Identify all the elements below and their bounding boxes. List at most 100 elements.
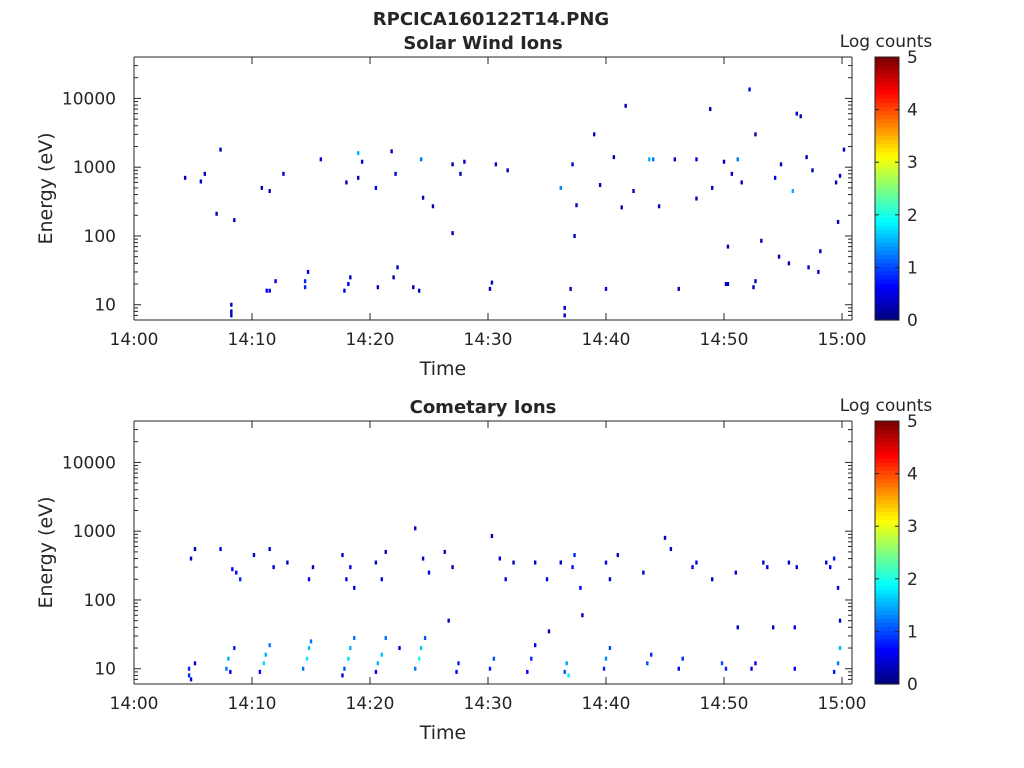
data-cell: [494, 162, 498, 167]
data-cell: [652, 157, 655, 162]
colorbar-cell: [875, 544, 899, 549]
data-cell: [569, 286, 572, 291]
data-cell: [534, 643, 537, 648]
data-cell: [227, 656, 230, 661]
colorbar-cell: [875, 213, 899, 218]
data-cell: [604, 286, 608, 291]
colorbar-cell: [875, 307, 899, 313]
data-cell: [235, 570, 238, 575]
data-cell: [225, 666, 228, 671]
data-cell: [187, 666, 191, 671]
data-cell: [498, 556, 501, 561]
data-cell: [730, 171, 734, 176]
data-cell: [565, 661, 568, 666]
colorbar-cell: [875, 470, 899, 476]
colorbar-cell: [875, 102, 899, 107]
colorbar-cell: [875, 457, 899, 463]
data-cell: [720, 661, 724, 666]
data-cell: [779, 162, 783, 167]
data-cell: [573, 553, 576, 558]
colorbar-cell: [875, 523, 899, 529]
colorbar-cell: [875, 57, 899, 62]
colorbar-cell: [875, 291, 899, 296]
data-cell: [260, 185, 264, 190]
data-cell: [199, 179, 203, 184]
data-cell: [390, 149, 393, 154]
data-cell: [307, 577, 311, 582]
data-cell: [268, 547, 271, 552]
data-cell: [233, 646, 236, 651]
panel-title: Solar Wind Ions: [403, 33, 562, 54]
data-cell: [657, 204, 661, 209]
data-cell: [376, 661, 380, 666]
data-cell: [504, 577, 507, 582]
data-cell: [414, 666, 417, 671]
x-tick-label: 14:00: [110, 694, 159, 714]
data-cell: [545, 577, 549, 582]
colorbar-cell: [875, 266, 899, 272]
colorbar-cell: [875, 462, 899, 467]
colorbar-cell: [875, 217, 899, 222]
data-cell: [239, 577, 242, 582]
data-cell: [380, 577, 383, 582]
data-cell: [457, 661, 460, 666]
colorbar-cell: [875, 474, 899, 480]
data-cell: [624, 103, 627, 108]
colorbar-cell: [875, 167, 899, 173]
data-cell: [252, 553, 256, 558]
colorbar-cell: [875, 122, 899, 128]
data-cell: [695, 157, 698, 162]
colorbar-cell: [875, 540, 899, 545]
colorbar-cell: [875, 486, 899, 492]
data-cell: [357, 175, 360, 180]
colorbar-tick-label: 0: [907, 311, 918, 331]
y-axis-label: Energy (eV): [35, 496, 57, 608]
data-cell: [353, 635, 356, 640]
data-cell: [563, 669, 566, 674]
data-cell: [490, 280, 494, 285]
colorbar-cell: [875, 81, 899, 87]
data-cell: [451, 231, 454, 236]
data-cell: [754, 132, 757, 137]
data-cell: [384, 635, 387, 640]
y-tick-label: 100: [84, 227, 116, 247]
colorbar-cell: [875, 315, 899, 321]
colorbar-cell: [875, 139, 899, 144]
data-cell: [394, 171, 397, 176]
y-tick-label: 10000: [62, 89, 116, 109]
data-cell: [691, 565, 694, 570]
data-cell: [581, 613, 584, 618]
data-cell: [526, 669, 529, 674]
colorbar-cell: [875, 663, 899, 669]
data-cell: [807, 265, 810, 270]
colorbar-cell: [875, 515, 899, 521]
colorbar-cell: [875, 655, 899, 660]
panel-title: Cometary Ions: [410, 397, 557, 418]
y-tick-label: 10: [94, 660, 116, 680]
colorbar-cell: [875, 556, 899, 562]
colorbar-tick-label: 3: [907, 153, 918, 173]
data-cell: [398, 646, 401, 651]
data-cell: [262, 661, 265, 666]
colorbar-cell: [875, 478, 899, 484]
colorbar-tick-label: 4: [907, 465, 918, 485]
data-cell: [567, 673, 570, 678]
data-cell: [663, 535, 667, 540]
data-cell: [771, 625, 775, 630]
colorbar-cell: [875, 421, 899, 426]
colorbar-cell: [875, 93, 899, 99]
data-cell: [376, 285, 380, 290]
data-cell: [642, 570, 645, 575]
figure-title: RPCICA160122T14.PNG: [373, 9, 609, 30]
data-cell: [534, 560, 537, 565]
colorbar-cell: [875, 560, 899, 566]
data-cell: [419, 646, 423, 651]
data-cell: [215, 211, 218, 216]
data-cell: [836, 219, 840, 224]
data-cell: [777, 254, 781, 259]
data-cell: [490, 534, 494, 539]
colorbar-cell: [875, 85, 899, 91]
data-cell: [832, 556, 836, 561]
